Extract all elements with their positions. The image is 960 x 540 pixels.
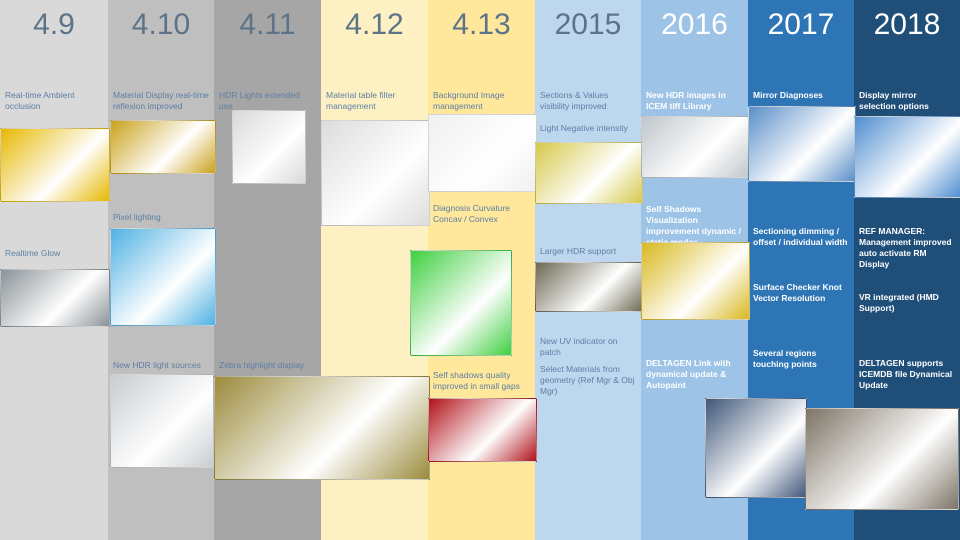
screenshot [110, 374, 214, 468]
feature-label: Display mirror selection options [859, 90, 929, 111]
feature-label: Material table filter management [326, 90, 396, 111]
screenshot [641, 116, 750, 178]
feature-label: Real-time Ambient occlusion [5, 90, 75, 111]
feature-label: Mirror Diagnoses [753, 90, 823, 100]
feature-label: Material Display real-time reflexion imp… [113, 90, 209, 111]
screenshot [535, 142, 643, 204]
column-header: 4.12 [345, 8, 404, 41]
column-header: 4.9 [33, 8, 75, 41]
feature-label: Diagnosis Curvature Concav / Convex [433, 203, 511, 224]
screenshot [535, 262, 643, 312]
feature-label: New HDR light sources [113, 360, 201, 370]
feature-label: Select Materials from geometry (Ref Mgr … [540, 364, 635, 396]
feature-label: Larger HDR support [540, 246, 617, 256]
screenshot [805, 408, 959, 510]
column-header: 2017 [767, 8, 835, 41]
screenshot [321, 120, 430, 226]
feature-label: Sectioning dimming / offset / individual… [753, 226, 848, 247]
screenshot [110, 228, 216, 326]
column-header: 2016 [661, 8, 728, 41]
screenshot [110, 120, 216, 174]
feature-label: DELTAGEN supports ICEMDB file Dynamical … [859, 358, 953, 390]
feature-label: DELTAGEN Link with dynamical update & Au… [646, 358, 731, 390]
feature-label: Surface Checker Knot Vector Resolution [753, 282, 842, 303]
feature-label: New HDR images in ICEM tiff Library [646, 90, 726, 111]
feature-label: Realtime Glow [5, 248, 61, 258]
screenshot [214, 376, 430, 480]
column-header: 2015 [554, 8, 622, 41]
screenshot [705, 398, 807, 498]
column-header: 4.10 [131, 8, 191, 41]
feature-label: Background Image management [433, 90, 505, 111]
screenshot [428, 398, 537, 462]
feature-label: REF MANAGER: Management improved auto ac… [859, 226, 952, 269]
screenshot [748, 106, 856, 182]
feature-label: Several regions touching points [753, 348, 817, 369]
feature-label: Sections & Values visibility improved [540, 90, 609, 111]
feature-label: Light Negative intensity [540, 123, 628, 133]
screenshot [428, 114, 537, 192]
feature-label: Zebra highlight display [219, 360, 305, 370]
column-header: 4.13 [452, 8, 511, 41]
column-header: 4.11 [239, 8, 296, 41]
screenshot [232, 110, 306, 184]
screenshot [410, 250, 512, 356]
feature-label: New UV indicator on patch [540, 336, 618, 357]
feature-label: HDR Lights extended use [219, 90, 300, 111]
screenshot [0, 269, 110, 327]
screenshot [641, 242, 750, 320]
column-header: 2018 [873, 8, 941, 41]
screenshot [854, 116, 960, 198]
feature-label: VR integrated (HMD Support) [859, 292, 939, 313]
feature-label: Pixel lighting [113, 212, 161, 222]
feature-label: Self shadows quality improved in small g… [433, 370, 520, 391]
screenshot [0, 128, 110, 202]
